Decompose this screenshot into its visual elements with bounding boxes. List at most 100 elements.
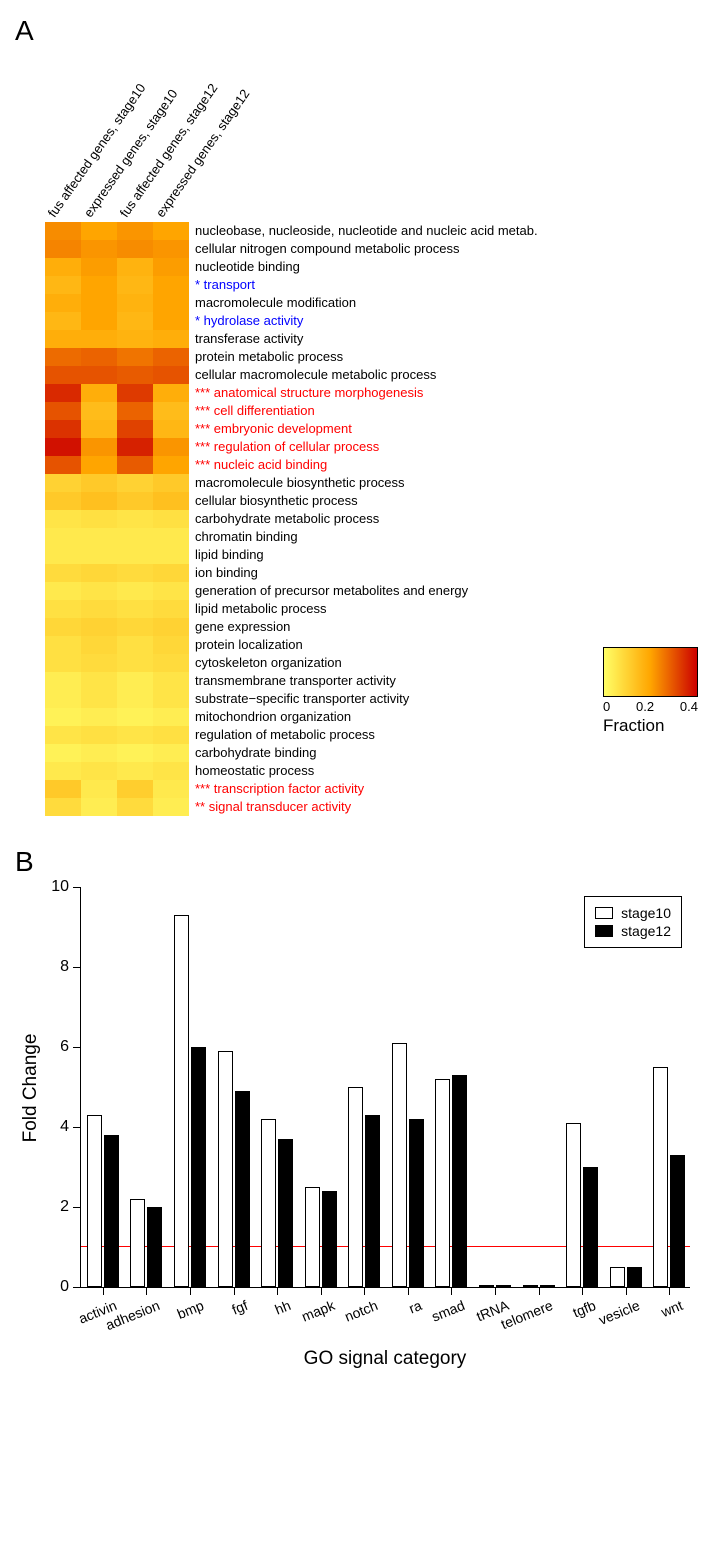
row-label: macromolecule modification [195,294,538,312]
x-tick [495,1287,496,1295]
bar-stage12 [452,1075,467,1287]
heatmap-cell [117,402,153,420]
heatmap-cell [153,672,189,690]
heatmap-row [45,726,189,744]
heatmap-cell [81,528,117,546]
row-label: *** cell differentiation [195,402,538,420]
colorbar-tick: 0.2 [636,699,654,714]
row-label: ion binding [195,564,538,582]
bar-stage12 [104,1135,119,1287]
heatmap-row [45,780,189,798]
heatmap-cell [45,600,81,618]
heatmap-cell [45,240,81,258]
row-label: carbohydrate binding [195,744,538,762]
heatmap-row [45,222,189,240]
heatmap-row [45,312,189,330]
row-label: protein localization [195,636,538,654]
y-tick-label: 6 [60,1038,69,1056]
row-label: macromolecule biosynthetic process [195,474,538,492]
heatmap-cell [153,312,189,330]
heatmap-cell [153,528,189,546]
heatmap-cell [153,726,189,744]
legend: stage10 stage12 [584,896,682,948]
heatmap-cell [81,330,117,348]
heatmap-cell [117,330,153,348]
panel-b: B Fold Change stage10stage12 0246810acti… [15,846,698,1370]
bar-stage10 [348,1087,363,1287]
heatmap-cell [117,726,153,744]
heatmap-row [45,690,189,708]
heatmap-cell [153,690,189,708]
heatmap-cell [153,384,189,402]
row-label: homeostatic process [195,762,538,780]
bar-stage12 [627,1267,642,1287]
legend-label: stage12 [621,923,671,939]
bar-stage10 [174,915,189,1287]
legend-swatch [595,907,613,919]
heatmap-cell [153,744,189,762]
heatmap-cell [117,798,153,816]
legend-swatch [595,925,613,937]
row-label: nucleotide binding [195,258,538,276]
heatmap-row [45,672,189,690]
colorbar-ticks: 0 0.2 0.4 [603,699,698,714]
y-tick-label: 4 [60,1118,69,1136]
row-label: ** signal transducer activity [195,798,538,816]
heatmap-cell [81,672,117,690]
bar-stage12 [147,1207,162,1287]
heatmap-cell [153,564,189,582]
bar-stage10 [523,1285,538,1287]
heatmap-cell [153,258,189,276]
bar-stage10 [261,1119,276,1287]
heatmap-cell [153,780,189,798]
row-label: lipid metabolic process [195,600,538,618]
heatmap-cell [153,330,189,348]
heatmap-cell [45,294,81,312]
row-label: protein metabolic process [195,348,538,366]
row-label: transmembrane transporter activity [195,672,538,690]
heatmap-cell [81,276,117,294]
bar-stage10 [305,1187,320,1287]
heatmap-cell [45,258,81,276]
heatmap-row [45,492,189,510]
legend-item: stage10 [595,905,671,921]
heatmap-cell [117,618,153,636]
y-tick [73,1287,81,1288]
colorbar-gradient [603,647,698,697]
heatmap-cell [153,798,189,816]
heatmap-row [45,546,189,564]
x-tick [582,1287,583,1295]
heatmap-cell [117,258,153,276]
row-label: nucleobase, nucleoside, nucleotide and n… [195,222,538,240]
heatmap-cell [117,276,153,294]
heatmap-row [45,582,189,600]
heatmap-cell [45,762,81,780]
bar-stage10 [218,1051,233,1287]
heatmap-cell [81,780,117,798]
x-tick [190,1287,191,1295]
heatmap-cell [153,474,189,492]
colorbar-label: Fraction [603,716,698,736]
bar-stage12 [409,1119,424,1287]
heatmap-cell [117,294,153,312]
heatmap-cell [153,222,189,240]
heatmap-row [45,240,189,258]
heatmap-cell [45,312,81,330]
panel-a-label: A [15,15,698,47]
bar-stage12 [496,1285,511,1287]
heatmap-cell [81,438,117,456]
x-tick [669,1287,670,1295]
heatmap-row [45,600,189,618]
heatmap-row [45,510,189,528]
heatmap-cell [117,672,153,690]
heatmap-cell [153,762,189,780]
heatmap-cell [81,492,117,510]
y-tick [73,967,81,968]
heatmap-cell [153,348,189,366]
heatmap-cell [117,744,153,762]
bar-stage10 [87,1115,102,1287]
heatmap-cell [45,510,81,528]
heatmap-cell [81,366,117,384]
bar-stage10 [435,1079,450,1287]
heatmap-cell [81,402,117,420]
